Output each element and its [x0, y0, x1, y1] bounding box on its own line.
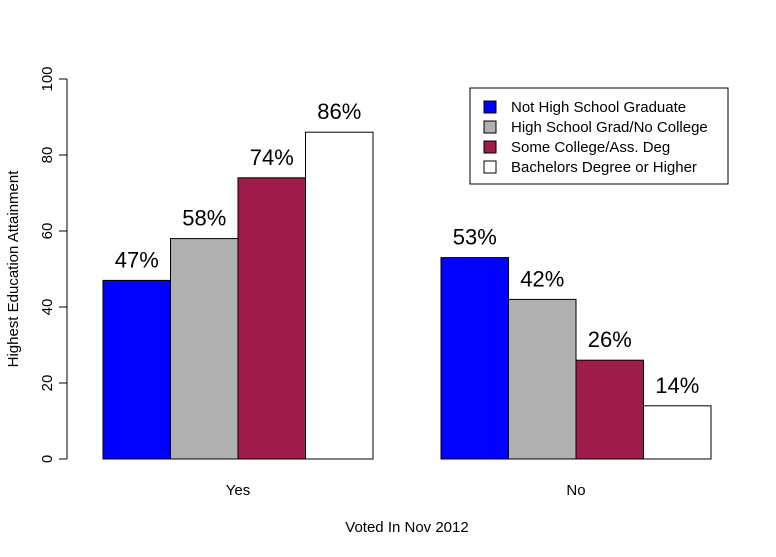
bar-no-2 — [575, 359, 644, 460]
data-labels: 47% 58% 74% 86% 53% 42% 26% 14% — [115, 99, 700, 398]
legend-swatch-1 — [483, 120, 497, 134]
y-tick-label-2: 40 — [39, 299, 56, 316]
bar-no-3 — [643, 405, 712, 460]
data-label-yes-0: 47% — [115, 247, 159, 272]
bar-yes-1 — [170, 238, 239, 460]
x-axis-title: Voted In Nov 2012 — [345, 519, 468, 536]
legend-swatch-3 — [483, 160, 497, 174]
legend-box — [469, 87, 729, 185]
bar-no-0 — [440, 257, 509, 460]
bar-yes-2 — [237, 177, 306, 460]
y-axis: 0 20 40 60 80 100 — [39, 66, 68, 463]
legend-label-2: Some College/Ass. Deg — [511, 139, 670, 156]
bar-yes-3 — [305, 131, 374, 460]
legend: Not High School Graduate High School Grad… — [469, 87, 729, 185]
data-label-no-2: 26% — [588, 327, 632, 352]
category-labels: Yes No — [226, 482, 586, 499]
y-tick-label-1: 20 — [39, 375, 56, 392]
data-label-no-3: 14% — [655, 373, 699, 398]
bars — [102, 131, 712, 460]
y-tick-label-5: 100 — [39, 66, 56, 91]
data-label-yes-2: 74% — [250, 145, 294, 170]
data-label-yes-3: 86% — [317, 99, 361, 124]
category-label-no: No — [566, 482, 585, 499]
data-label-no-0: 53% — [453, 225, 497, 250]
y-tick-label-4: 80 — [39, 147, 56, 164]
y-tick-label-0: 0 — [39, 455, 56, 463]
legend-label-1: High School Grad/No College — [511, 119, 708, 136]
category-label-yes: Yes — [226, 482, 250, 499]
y-axis-title: Highest Education Attainment — [5, 170, 22, 368]
data-label-no-1: 42% — [520, 266, 564, 291]
legend-label-0: Not High School Graduate — [511, 99, 686, 116]
bar-yes-0 — [102, 279, 171, 460]
legend-label-3: Bachelors Degree or Higher — [511, 159, 697, 176]
y-tick-label-3: 60 — [39, 223, 56, 240]
legend-swatch-0 — [483, 100, 497, 114]
data-label-yes-1: 58% — [182, 206, 226, 231]
bar-no-1 — [508, 298, 577, 460]
legend-swatch-2 — [483, 140, 497, 154]
